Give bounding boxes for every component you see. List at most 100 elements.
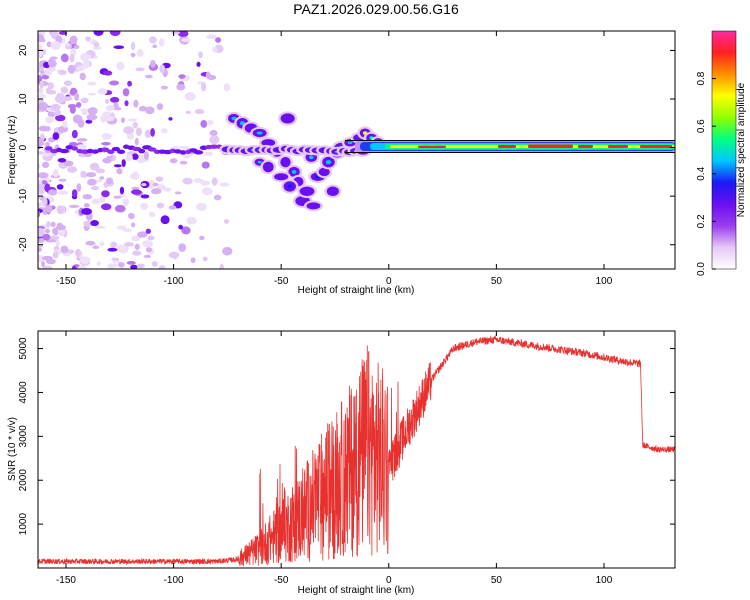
colorbar-tick-label: 0.4 bbox=[696, 166, 707, 180]
noise-blob bbox=[176, 83, 186, 91]
noise-blob bbox=[156, 103, 164, 111]
noise-blob bbox=[69, 54, 75, 63]
x-tick-label: -150 bbox=[56, 276, 76, 287]
noise-blob bbox=[150, 128, 155, 137]
noise-blob bbox=[75, 101, 82, 108]
noise-blob bbox=[71, 265, 77, 269]
noise-blob bbox=[194, 109, 205, 115]
noise-blob bbox=[184, 92, 196, 101]
noise-blob bbox=[152, 44, 158, 49]
noise-blob bbox=[68, 204, 80, 208]
noise-blob bbox=[147, 235, 155, 241]
noise-blob bbox=[134, 243, 140, 250]
noise-blob bbox=[42, 197, 48, 207]
y-tick-label: 0 bbox=[18, 144, 29, 150]
noise-blob bbox=[103, 70, 113, 76]
noise-blob bbox=[212, 46, 218, 53]
noise-blob bbox=[46, 41, 52, 48]
noise-blob bbox=[41, 180, 48, 185]
noise-blob bbox=[41, 74, 50, 80]
noise-blob bbox=[88, 92, 97, 96]
noise-blob bbox=[101, 142, 111, 146]
noise-blob bbox=[156, 202, 165, 209]
noise-blob bbox=[130, 41, 136, 51]
noise-blob bbox=[52, 251, 59, 259]
noise-blob bbox=[179, 160, 188, 165]
scatter-blob bbox=[326, 186, 339, 197]
noise-blob bbox=[46, 221, 51, 228]
colorbar-ticks: 0.0 0.2 0.4 0.6 0.8 bbox=[696, 71, 716, 276]
noise-blob bbox=[123, 126, 135, 135]
noise-blob bbox=[205, 71, 211, 80]
y-tick-label: 1000 bbox=[18, 513, 29, 536]
noise-blob bbox=[109, 96, 120, 103]
noise-blob bbox=[40, 70, 45, 74]
noise-blob bbox=[109, 31, 121, 37]
noise-blob bbox=[169, 158, 178, 164]
noise-blob bbox=[150, 188, 162, 195]
noise-blob bbox=[72, 114, 83, 124]
noise-blob bbox=[38, 246, 42, 253]
colorbar-tick-label: 0.0 bbox=[696, 262, 707, 276]
noise-blob bbox=[120, 117, 126, 123]
x-tick-label: -50 bbox=[274, 575, 289, 586]
snr-panel: -150 -100 -50 0 50 100 1000 2000 3000 4000 5000 H… bbox=[7, 330, 676, 596]
noise-blob bbox=[60, 245, 69, 254]
noise-blob bbox=[45, 204, 53, 213]
carrier-noise-blob bbox=[71, 146, 79, 151]
noise-blob bbox=[181, 38, 192, 43]
noise-blob bbox=[71, 189, 78, 198]
noise-blob bbox=[56, 184, 64, 190]
scatter-core bbox=[347, 141, 353, 145]
noise-blob bbox=[83, 202, 90, 208]
noise-blob bbox=[94, 225, 106, 230]
noise-blob bbox=[131, 153, 139, 160]
carrier-noise-blob bbox=[111, 146, 120, 152]
snr-y-axis: 1000 2000 3000 4000 5000 bbox=[18, 337, 675, 535]
noise-blob bbox=[38, 254, 45, 263]
noise-blob bbox=[105, 105, 115, 112]
noise-blob bbox=[203, 151, 214, 156]
x-tick-label: 50 bbox=[491, 575, 503, 586]
noise-blob bbox=[48, 189, 58, 196]
noise-blob bbox=[186, 216, 197, 225]
snr-xlabel: Height of straight line (km) bbox=[298, 585, 415, 596]
noise-blob bbox=[38, 137, 44, 147]
noise-blob bbox=[144, 129, 152, 138]
noise-blob bbox=[200, 120, 208, 128]
noise-blob bbox=[145, 228, 151, 234]
noise-blob bbox=[131, 235, 141, 242]
noise-blob bbox=[122, 88, 130, 97]
noise-blob bbox=[127, 80, 132, 87]
noise-blob bbox=[81, 208, 93, 215]
noise-blob bbox=[91, 198, 101, 205]
noise-blob bbox=[163, 187, 172, 192]
noise-blob bbox=[38, 87, 44, 94]
noise-blob bbox=[116, 168, 123, 175]
noise-blob bbox=[85, 240, 96, 246]
noise-blob bbox=[76, 144, 88, 150]
colorbar-label: Normalized spectral amplitude bbox=[736, 82, 747, 217]
noise-blob bbox=[62, 56, 69, 62]
noise-blob bbox=[121, 159, 126, 167]
spectrogram-x-axis: -150 -100 -50 0 50 100 bbox=[56, 31, 613, 287]
noise-blob bbox=[116, 225, 127, 230]
noise-blob bbox=[62, 120, 68, 128]
y-tick-label: -20 bbox=[18, 237, 29, 252]
colorbar-gradient bbox=[712, 31, 736, 269]
scatter-blob bbox=[306, 202, 321, 210]
noise-blob bbox=[168, 251, 180, 259]
scatter-blob bbox=[261, 139, 276, 147]
noise-blob bbox=[178, 224, 183, 230]
noise-blob bbox=[185, 110, 192, 114]
noise-blob bbox=[202, 256, 208, 262]
noise-blob bbox=[122, 228, 133, 233]
noise-blob bbox=[47, 111, 56, 118]
noise-blob bbox=[149, 36, 157, 44]
noise-blob bbox=[215, 37, 222, 43]
noise-blob bbox=[132, 121, 138, 129]
x-tick-label: 50 bbox=[491, 276, 503, 287]
noise-blob bbox=[168, 205, 177, 210]
scatter-core bbox=[287, 184, 293, 189]
noise-blob bbox=[219, 263, 224, 269]
